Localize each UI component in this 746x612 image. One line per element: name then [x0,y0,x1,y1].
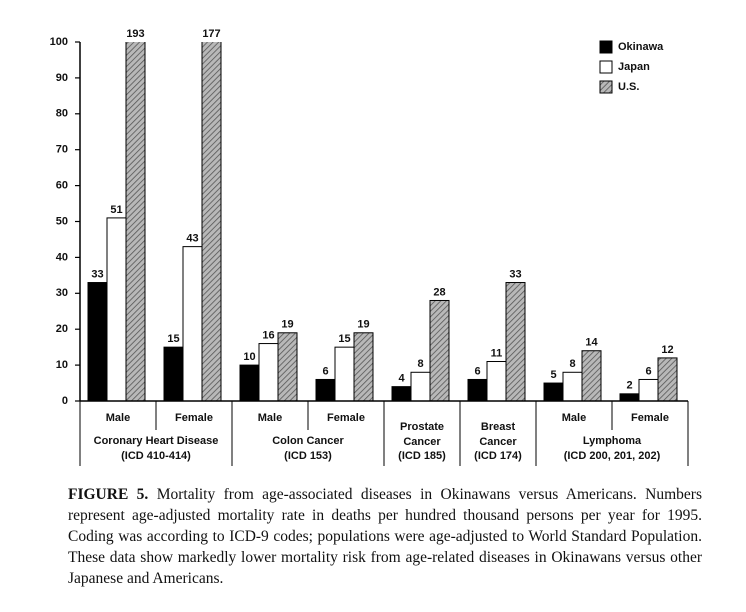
y-tick-label: 80 [56,108,68,120]
legend-label: Okinawa [618,41,664,53]
bar [410,371,431,402]
bar [353,332,374,402]
caption: FIGURE 5. Mortality from age-associated … [68,484,702,589]
y-tick-label: 20 [56,323,68,335]
value-label: 6 [474,365,480,377]
y-tick-label: 90 [56,72,68,84]
group-label: Coronary Heart Disease [94,435,219,447]
value-label: 8 [569,358,575,370]
value-label: 12 [661,344,673,356]
value-label: 19 [281,319,293,331]
value-label: 2 [626,380,632,392]
y-tick-label: 0 [62,395,68,407]
bar [258,343,279,402]
caption-text: Mortality from age-associated diseases i… [68,486,702,587]
bar [467,378,488,402]
group-code: (ICD 185) [398,450,446,462]
bar [163,346,184,402]
value-label: 15 [338,333,350,345]
x-tick-label: Male [258,412,282,424]
value-label: 33 [91,268,103,280]
value-label: 43 [186,233,198,245]
bar [201,42,222,402]
chart: 0 10 20 30 40 50 60 70 80 90 100 Male 33 51 193 Female 1… [50,28,689,466]
x-tick-label: Male [106,412,130,424]
group-label: Breast Cancer [479,421,517,448]
group-label: Lymphoma [583,435,642,447]
plot-area [87,42,678,402]
legend-label: U.S. [618,81,639,93]
bar [543,382,564,402]
bar [125,42,146,402]
group-code: (ICD 410-414) [121,450,191,462]
y-tick-label: 70 [56,144,68,156]
value-label: 14 [585,337,598,349]
group-code: (ICD 153) [284,450,332,462]
value-label: 4 [398,373,405,385]
y-tick-label: 60 [56,180,68,192]
bar [277,332,298,402]
value-label: 33 [509,268,521,280]
y-tick-label: 50 [56,215,68,227]
bar [505,282,526,402]
bar [239,364,260,402]
value-label: 6 [322,365,328,377]
bar [619,393,640,402]
x-tick-label: Female [631,412,669,424]
caption-label: FIGURE 5. [68,486,149,503]
value-label: 28 [433,286,445,298]
bar [429,299,450,402]
bar [486,361,507,402]
bar [657,357,678,402]
value-label: 10 [243,351,255,363]
y-tick-label: 40 [56,251,68,263]
value-label: 6 [645,365,651,377]
bar [334,346,355,402]
bar [182,246,203,402]
group-label: Colon Cancer [272,435,344,447]
group-code: (ICD 174) [474,450,522,462]
x-tick-label: Female [327,412,365,424]
bar [391,386,412,402]
value-label: 193 [126,28,144,40]
y-tick-label: 30 [56,287,68,299]
value-label: 11 [491,347,503,359]
group-label: Prostate Cancer [400,421,444,448]
bar [315,378,336,402]
legend-swatch [599,80,613,94]
bar [87,282,108,402]
y-tick-label: 100 [50,36,68,48]
bar [581,350,602,402]
value-label: 5 [550,369,556,381]
group-code: (ICD 200, 201, 202) [564,450,661,462]
value-label: 8 [417,358,423,370]
value-label: 15 [167,333,179,345]
bar [638,378,659,402]
value-label: 16 [262,329,274,341]
legend-swatch [599,60,613,74]
legend-label: Japan [618,61,650,73]
x-tick-label: Female [175,412,213,424]
value-label: 19 [357,319,369,331]
value-label: 51 [110,204,122,216]
value-label: 177 [202,28,220,40]
bar [106,217,127,402]
bar [562,371,583,402]
x-tick-label: Male [562,412,586,424]
legend-swatch [599,40,613,54]
y-tick-label: 10 [56,359,68,371]
